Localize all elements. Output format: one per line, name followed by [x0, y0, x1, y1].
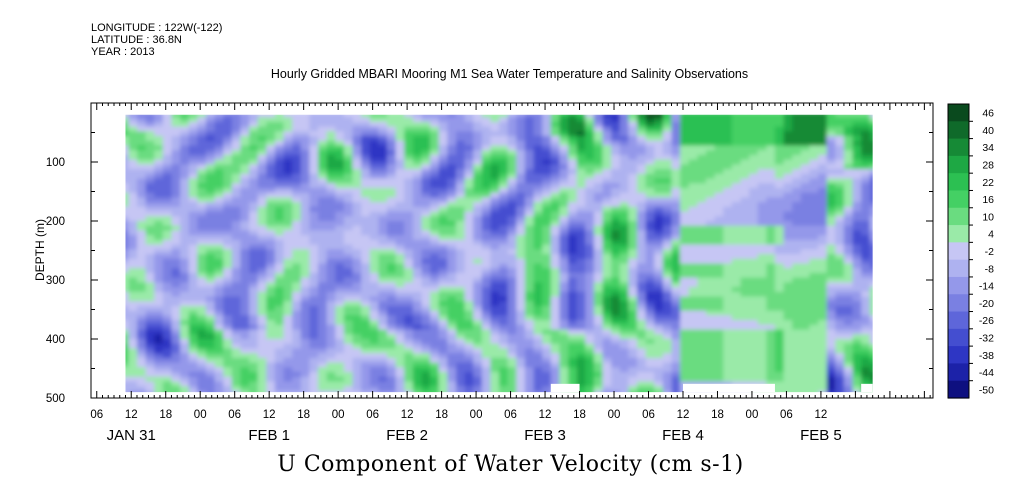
colorbar-swatch — [948, 363, 969, 382]
x-tick-label: 06 — [366, 409, 379, 421]
x-day-label: FEB 4 — [662, 427, 704, 444]
x-tick-label: 00 — [608, 409, 621, 421]
x-day-label: FEB 3 — [524, 427, 566, 444]
longitude-label: LONGITUDE : 122W(-122) — [91, 22, 223, 34]
colorbar-frame — [947, 103, 970, 399]
x-tick-label: 12 — [125, 409, 138, 421]
y-tick-label: 300 — [46, 275, 65, 287]
colorbar-swatch — [948, 225, 969, 243]
colorbar-label: 10 — [982, 211, 994, 223]
colorbar-label: -38 — [979, 350, 994, 362]
colorbar-label: 34 — [982, 142, 994, 154]
x-tick-label: 06 — [780, 409, 793, 421]
colorbar-swatch — [948, 346, 969, 365]
colorbar-swatch — [948, 311, 969, 330]
x-tick-label: 18 — [159, 409, 172, 421]
colorbar-swatch — [948, 155, 969, 174]
x-tick-label: 00 — [194, 409, 207, 421]
y-tick-label: 200 — [46, 216, 65, 228]
colorbar-label: -20 — [979, 298, 994, 310]
metadata-block: LONGITUDE : 122W(-122) LATITUDE : 36.8N … — [91, 22, 222, 58]
colorbar-label: -50 — [979, 384, 994, 396]
y-axis-label: DEPTH (m) — [33, 219, 47, 281]
velocity-cells — [125, 114, 873, 393]
colorbar-label: -44 — [979, 367, 994, 379]
colorbar-swatch — [948, 104, 969, 122]
x-tick-label: 06 — [228, 409, 241, 421]
missing-data-gap — [861, 383, 873, 393]
missing-data-gap — [550, 383, 580, 393]
x-tick-label: 00 — [470, 409, 483, 421]
colorbar-label: -32 — [979, 333, 994, 345]
colorbar-swatch — [948, 207, 969, 226]
x-tick-label: 00 — [746, 409, 759, 421]
x-tick-label: 06 — [642, 409, 655, 421]
colorbar-swatch — [948, 259, 969, 278]
x-tick-label: 18 — [711, 409, 724, 421]
colorbar-label: 28 — [982, 160, 994, 172]
x-tick-label: 12 — [677, 409, 690, 421]
missing-data-gap — [682, 383, 775, 393]
x-tick-label: 12 — [815, 409, 828, 421]
colorbar-swatch — [948, 173, 969, 192]
colorbar-label: 40 — [982, 125, 994, 137]
y-tick-label: 400 — [46, 334, 65, 346]
colorbar-label: -26 — [979, 315, 994, 327]
colorbar-label: 46 — [982, 108, 994, 120]
x-tick-label: 06 — [90, 409, 103, 421]
colorbar-swatch — [948, 138, 969, 157]
x-tick-label: 00 — [332, 409, 345, 421]
colorbar-label: -2 — [985, 246, 994, 258]
chart-title: Hourly Gridded MBARI Mooring M1 Sea Wate… — [270, 67, 749, 81]
colorbar-swatch — [948, 190, 969, 209]
x-day-label: FEB 1 — [248, 427, 290, 444]
colorbar-swatch — [948, 294, 969, 313]
colorbar-label: 16 — [982, 194, 994, 206]
x-tick-label: 12 — [263, 409, 276, 421]
x-day-label: FEB 2 — [386, 427, 428, 444]
x-tick-label: 12 — [401, 409, 414, 421]
x-tick-label: 06 — [504, 409, 517, 421]
x-tick-label: 18 — [435, 409, 448, 421]
colorbar-label: -14 — [979, 281, 994, 293]
colorbar-swatch — [948, 328, 969, 347]
latitude-label: LATITUDE : 36.8N — [91, 34, 182, 46]
axes: 100 200 300 400 500 06 12 18 00 06 12 18 00 06 12 18 00 0… — [46, 103, 933, 444]
colorbar-swatch — [948, 242, 969, 261]
x-tick-label: 18 — [297, 409, 310, 421]
x-day-label: FEB 5 — [800, 427, 842, 444]
colorbar-swatch — [948, 276, 969, 295]
x-axis-label: U Component of Water Velocity (cm s-1) — [277, 452, 744, 477]
colorbar-swatch — [948, 380, 969, 399]
y-tick-label: 100 — [46, 157, 65, 169]
colorbar-label: 22 — [982, 177, 994, 189]
x-tick-label: 12 — [539, 409, 552, 421]
colorbar: 46 40 34 28 22 16 10 4 -2 -8 -14 -20 -26 -32 -38 -44 -50 — [947, 103, 994, 399]
colorbar-label: 4 — [988, 229, 994, 241]
x-day-label: JAN 31 — [107, 427, 156, 444]
y-tick-label: 500 — [46, 393, 65, 405]
velocity-field — [125, 114, 873, 393]
colorbar-swatch — [948, 121, 969, 140]
year-label: YEAR : 2013 — [91, 46, 155, 58]
x-tick-label: 18 — [573, 409, 586, 421]
colorbar-label: -8 — [985, 263, 994, 275]
